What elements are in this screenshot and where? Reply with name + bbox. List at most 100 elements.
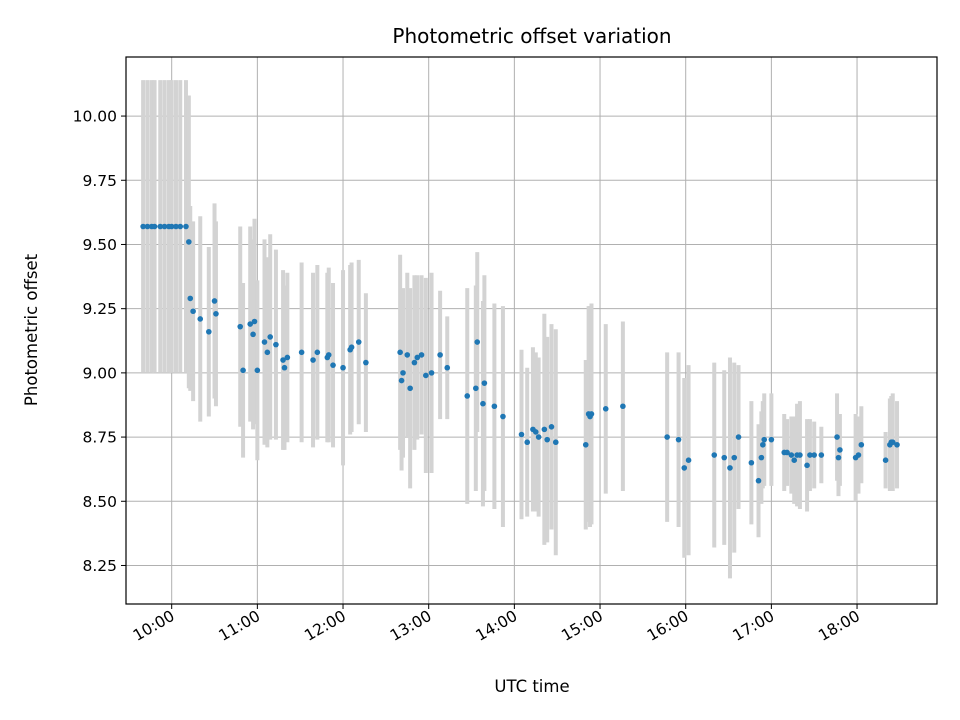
data-point [444,364,451,371]
y-tick-label: 8.25 [82,557,117,575]
data-point [588,411,595,417]
data-point [797,452,803,458]
x-tick-label: 10:00 [130,607,178,645]
data-point [400,370,406,376]
data-point [213,311,219,317]
data-point [491,403,498,410]
data-point [675,436,682,443]
data-point [404,352,411,358]
data-point [437,352,443,358]
data-point [761,436,768,443]
data-point [261,339,268,345]
data-point [186,239,192,245]
x-tick-label: 12:00 [301,607,349,645]
data-point [161,223,168,230]
data-point [711,452,718,458]
x-tick-label: 15:00 [558,607,606,645]
data-point [524,439,531,446]
data-point [411,359,418,366]
data-point [758,454,765,461]
data-point [330,362,336,368]
data-point [532,429,539,435]
data-point [407,385,413,392]
data-point [755,477,762,484]
data-point [423,372,429,379]
data-point [473,385,479,392]
data-point [284,354,291,361]
data-point [363,359,369,366]
data-point [240,367,246,374]
data-point [397,349,403,356]
data-point [544,436,551,443]
data-point [151,223,158,230]
data-point [731,454,738,461]
x-tick-label: 13:00 [387,607,435,645]
data-point [760,441,766,448]
data-point [355,339,362,345]
x-tick-label: 11:00 [216,607,264,645]
y-tick-label: 9.00 [82,364,117,382]
data-point [784,449,790,456]
data-point [177,223,184,230]
data-point [314,349,321,356]
data-point [480,400,486,407]
plot-frame [125,56,938,605]
data-points [140,223,900,484]
data-point [664,434,670,440]
data-point [250,331,256,338]
data-point [804,462,810,469]
data-point [835,454,842,461]
data-point [168,223,175,230]
data-point [264,349,271,356]
data-point [811,452,818,458]
data-point [273,341,279,348]
x-axis-ticks: 10:00 11:00 12:00 13:00 14:00 15:00 16:00 17:00… [130,604,863,645]
data-point [280,357,286,363]
chart-title: Photometric offset variation [392,24,671,48]
data-point [428,370,435,376]
x-tick-label: 17:00 [730,607,778,645]
x-tick-label: 18:00 [815,607,863,645]
y-tick-label: 9.50 [82,236,117,254]
data-point [894,441,900,448]
data-point [548,424,555,430]
data-point [889,439,896,446]
data-point [818,452,825,458]
data-point [157,223,164,230]
data-point [140,223,146,230]
data-point [190,308,196,315]
data-point [500,413,506,420]
y-tick-label: 9.25 [82,300,117,318]
data-point [206,328,212,335]
data-point [251,318,258,325]
data-point [791,457,798,463]
data-point [602,406,609,412]
grid-lines [126,57,937,604]
data-point [518,431,525,438]
data-point [855,452,862,458]
data-point [768,436,775,443]
y-tick-label: 8.75 [82,429,117,447]
data-point [197,316,204,322]
data-point [254,367,261,374]
data-point [721,454,728,461]
data-point [834,434,840,440]
data-point [340,364,346,371]
data-point [310,357,316,363]
x-tick-label: 14:00 [473,607,521,645]
data-point [685,457,692,463]
x-axis-title: UTC time [494,677,569,696]
data-point [474,339,481,345]
data-point [247,321,254,327]
data-point [418,352,425,358]
y-tick-label: 9.75 [82,172,117,190]
y-tick-label: 8.50 [82,493,117,511]
data-point [144,223,151,230]
data-point [727,465,733,471]
data-point [882,457,889,463]
data-point [837,447,843,453]
data-point [858,441,865,448]
data-point [348,344,355,350]
error-bars [141,80,900,579]
